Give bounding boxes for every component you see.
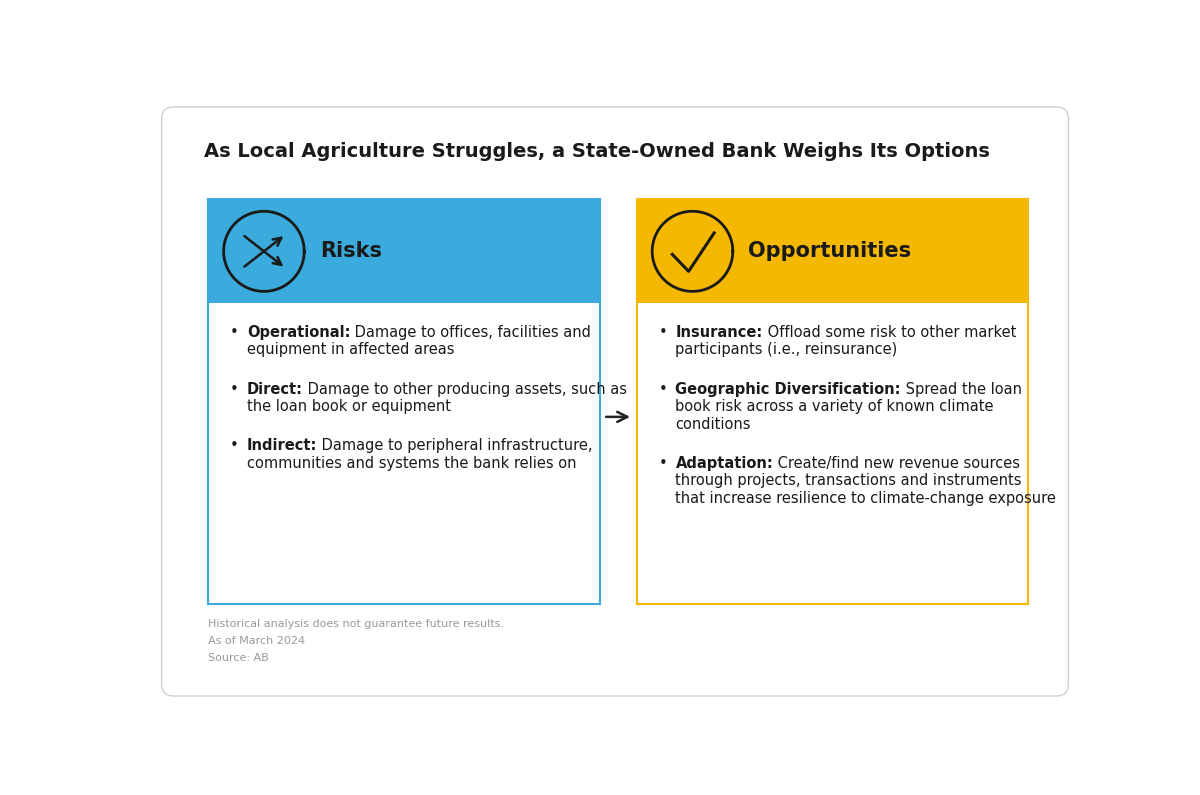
Text: Damage to other producing assets, such as: Damage to other producing assets, such a… [302, 382, 626, 397]
Text: that increase resilience to climate-change exposure: that increase resilience to climate-chan… [676, 491, 1056, 506]
Text: equipment in affected areas: equipment in affected areas [247, 343, 455, 358]
Text: •: • [659, 382, 667, 397]
Text: •: • [659, 325, 667, 339]
FancyBboxPatch shape [162, 107, 1068, 696]
Text: Historical analysis does not guarantee future results.: Historical analysis does not guarantee f… [208, 619, 504, 629]
Text: participants (i.e., reinsurance): participants (i.e., reinsurance) [676, 343, 898, 358]
Text: Damage to peripheral infrastructure,: Damage to peripheral infrastructure, [317, 438, 593, 453]
Text: book risk across a variety of known climate: book risk across a variety of known clim… [676, 399, 994, 414]
Text: As Local Agriculture Struggles, a State-Owned Bank Weighs Its Options: As Local Agriculture Struggles, a State-… [204, 142, 990, 161]
FancyBboxPatch shape [637, 200, 1028, 603]
Text: communities and systems the bank relies on: communities and systems the bank relies … [247, 456, 576, 471]
Text: •: • [230, 325, 239, 339]
Text: Offload some risk to other market: Offload some risk to other market [763, 325, 1016, 339]
Text: through projects, transactions and instruments: through projects, transactions and instr… [676, 474, 1022, 488]
Text: Direct:: Direct: [247, 382, 302, 397]
Text: Damage to offices, facilities and: Damage to offices, facilities and [350, 325, 592, 339]
FancyBboxPatch shape [208, 200, 600, 603]
Text: As of March 2024: As of March 2024 [208, 636, 305, 646]
Text: •: • [230, 438, 239, 453]
Text: the loan book or equipment: the loan book or equipment [247, 399, 451, 414]
Text: •: • [659, 456, 667, 471]
Text: Risks: Risks [319, 242, 382, 262]
Text: Insurance:: Insurance: [676, 325, 763, 339]
Text: Indirect:: Indirect: [247, 438, 317, 453]
FancyBboxPatch shape [208, 200, 600, 304]
Text: Operational:: Operational: [247, 325, 350, 339]
Text: Create/find new revenue sources: Create/find new revenue sources [773, 456, 1020, 471]
Text: conditions: conditions [676, 417, 751, 432]
Text: Source: AB: Source: AB [208, 653, 269, 663]
Text: Adaptation:: Adaptation: [676, 456, 773, 471]
Text: Spread the loan: Spread the loan [901, 382, 1022, 397]
Text: Geographic Diversification:: Geographic Diversification: [676, 382, 901, 397]
Text: •: • [230, 382, 239, 397]
FancyBboxPatch shape [637, 200, 1028, 304]
Text: Opportunities: Opportunities [749, 242, 912, 262]
